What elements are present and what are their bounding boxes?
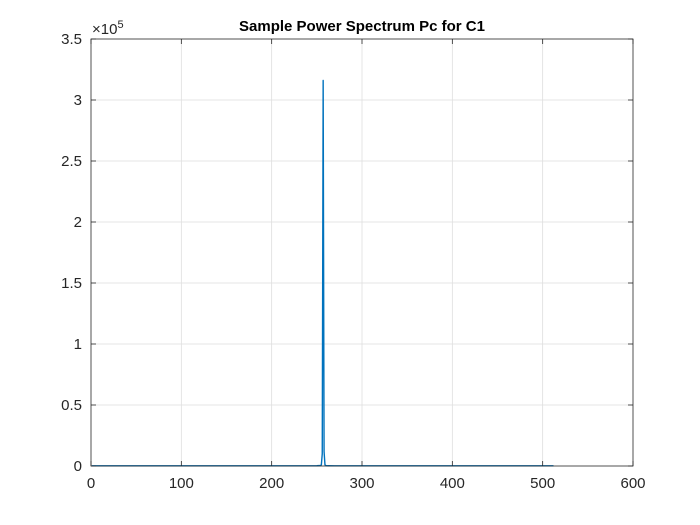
- y-exponent-base: ×10: [92, 21, 117, 38]
- y-tick-labels: 0 0.5 1 1.5 2 2.5 3 3.5: [61, 31, 82, 475]
- x-tick-label: 600: [620, 475, 645, 492]
- y-exponent-power: 5: [117, 19, 123, 31]
- x-tick-label: 500: [530, 475, 555, 492]
- y-tick-label: 0: [74, 458, 82, 475]
- y-tick-label: 1.5: [61, 275, 82, 292]
- grid-lines: [91, 39, 633, 466]
- y-tick-label: 2.5: [61, 153, 82, 170]
- x-tick-label: 300: [349, 475, 374, 492]
- y-tick-label: 0.5: [61, 397, 82, 414]
- tick-marks: [90, 38, 634, 467]
- x-tick-label: 0: [87, 475, 95, 492]
- y-tick-label: 2: [74, 214, 82, 231]
- x-tick-label: 200: [259, 475, 284, 492]
- plot-area: [90, 38, 634, 467]
- x-tick-labels: 0 100 200 300 400 500 600: [87, 475, 646, 492]
- chart-title: Sample Power Spectrum Pc for C1: [239, 18, 485, 35]
- y-tick-label: 3.5: [61, 31, 82, 48]
- y-tick-label: 1: [74, 336, 82, 353]
- x-tick-label: 400: [440, 475, 465, 492]
- y-tick-label: 3: [74, 92, 82, 109]
- y-axis-exponent: ×105: [92, 19, 124, 38]
- x-tick-label: 100: [169, 475, 194, 492]
